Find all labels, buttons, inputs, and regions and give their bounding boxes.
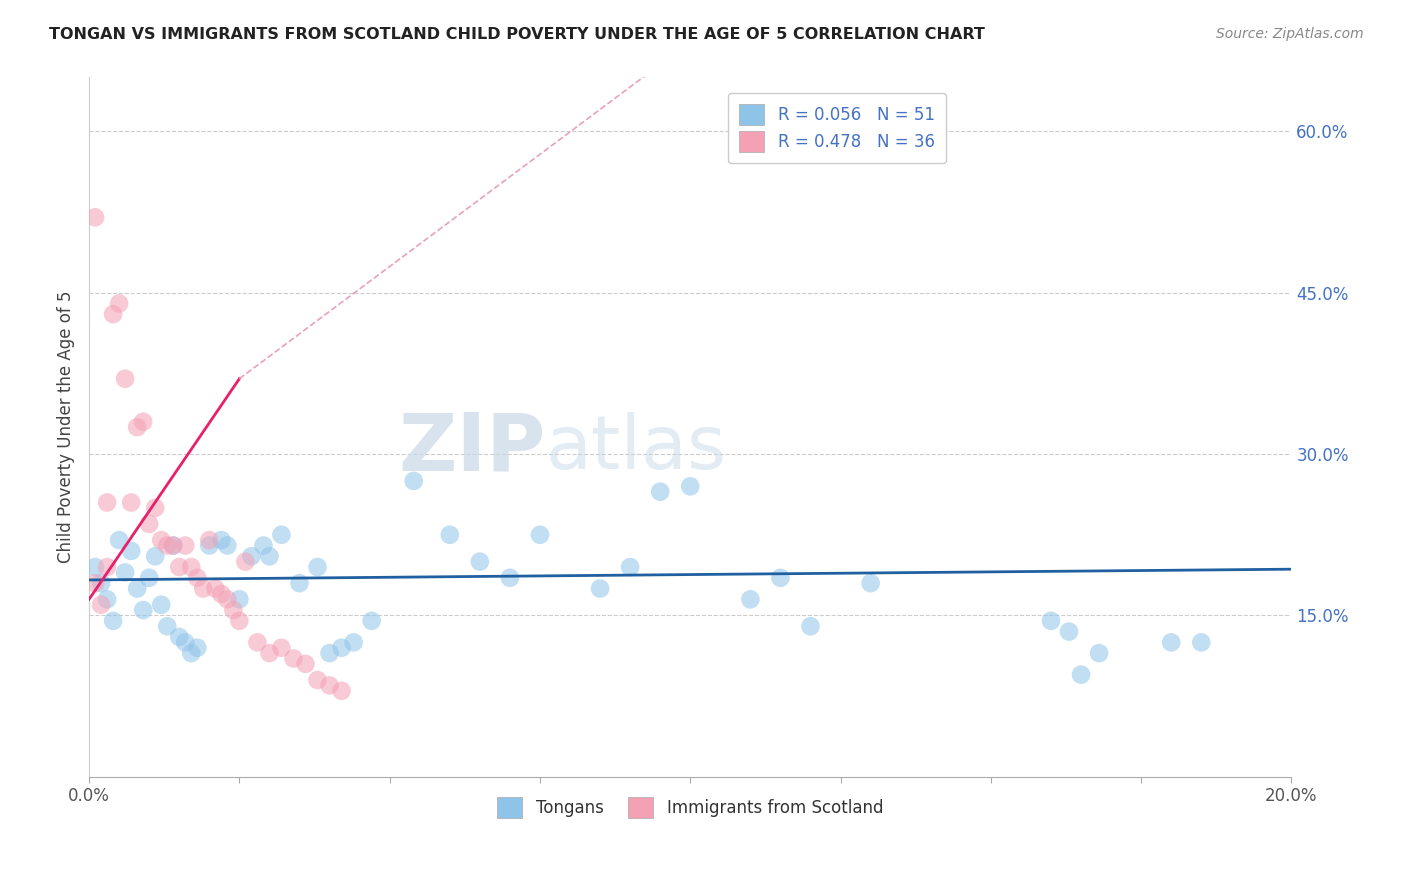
Point [679, 479, 702, 493]
Point [204, 582, 226, 596]
Point [499, 571, 522, 585]
Point [138, 516, 160, 531]
Point [198, 539, 221, 553]
Point [589, 582, 612, 596]
Point [132, 603, 155, 617]
Point [120, 495, 142, 509]
Point [529, 528, 551, 542]
Point [138, 571, 160, 585]
Point [156, 619, 179, 633]
Point [468, 555, 491, 569]
Point [96, 495, 118, 509]
Point [209, 587, 232, 601]
Point [150, 598, 173, 612]
Point [402, 474, 425, 488]
Point [259, 549, 281, 564]
Point [96, 592, 118, 607]
Point [769, 571, 792, 585]
Point [156, 539, 179, 553]
Point [799, 619, 821, 633]
Point [101, 614, 124, 628]
Point [740, 592, 762, 607]
Point [1088, 646, 1111, 660]
Point [180, 560, 202, 574]
Point [288, 576, 311, 591]
Legend: Tongans, Immigrants from Scotland: Tongans, Immigrants from Scotland [491, 791, 890, 824]
Point [307, 673, 329, 687]
Point [318, 678, 340, 692]
Point [108, 296, 131, 310]
Point [228, 614, 250, 628]
Point [174, 539, 197, 553]
Point [259, 646, 281, 660]
Point [217, 592, 239, 607]
Point [193, 582, 215, 596]
Point [1039, 614, 1062, 628]
Point [90, 576, 112, 591]
Point [174, 635, 197, 649]
Point [318, 646, 340, 660]
Point [650, 484, 672, 499]
Point [330, 640, 353, 655]
Point [240, 549, 263, 564]
Point [84, 560, 107, 574]
Point [162, 539, 184, 553]
Point [270, 640, 292, 655]
Point [228, 592, 250, 607]
Point [619, 560, 641, 574]
Text: Source: ZipAtlas.com: Source: ZipAtlas.com [1216, 27, 1364, 41]
Point [283, 651, 305, 665]
Point [222, 603, 245, 617]
Point [114, 566, 136, 580]
Point [235, 555, 257, 569]
Point [96, 560, 118, 574]
Text: TONGAN VS IMMIGRANTS FROM SCOTLAND CHILD POVERTY UNDER THE AGE OF 5 CORRELATION : TONGAN VS IMMIGRANTS FROM SCOTLAND CHILD… [49, 27, 986, 42]
Point [108, 533, 131, 548]
Point [167, 560, 190, 574]
Point [167, 630, 190, 644]
Point [127, 420, 149, 434]
Point [101, 307, 124, 321]
Point [246, 635, 269, 649]
Point [342, 635, 364, 649]
Point [84, 576, 107, 591]
Point [186, 640, 208, 655]
Point [143, 500, 166, 515]
Point [209, 533, 232, 548]
Point [294, 657, 316, 671]
Point [143, 549, 166, 564]
Point [114, 372, 136, 386]
Point [217, 539, 239, 553]
Point [330, 683, 353, 698]
Text: atlas: atlas [546, 411, 727, 484]
Point [360, 614, 382, 628]
Point [307, 560, 329, 574]
Point [1070, 667, 1092, 681]
Point [90, 598, 112, 612]
Point [1160, 635, 1182, 649]
Text: ZIP: ZIP [399, 409, 546, 487]
Point [439, 528, 461, 542]
Y-axis label: Child Poverty Under the Age of 5: Child Poverty Under the Age of 5 [58, 291, 75, 564]
Point [127, 582, 149, 596]
Point [150, 533, 173, 548]
Point [132, 415, 155, 429]
Point [1189, 635, 1212, 649]
Point [1057, 624, 1080, 639]
Point [270, 528, 292, 542]
Point [252, 539, 274, 553]
Point [84, 211, 107, 225]
Point [120, 544, 142, 558]
Point [186, 571, 208, 585]
Point [198, 533, 221, 548]
Point [162, 539, 184, 553]
Point [859, 576, 882, 591]
Point [180, 646, 202, 660]
